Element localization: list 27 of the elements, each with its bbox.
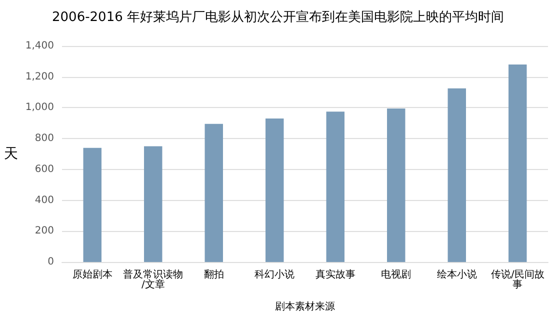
x-tick-label: 真实故事 xyxy=(315,268,356,280)
x-tick-label: 传说/民间故事 xyxy=(490,268,544,290)
x-tick-label: 翻拍 xyxy=(204,268,224,280)
bar xyxy=(508,64,527,262)
x-tick-label: 普及常识读物/文章 xyxy=(123,268,184,290)
bar xyxy=(448,88,466,262)
y-tick-label: 0 xyxy=(48,256,54,268)
y-tick-label: 400 xyxy=(34,194,54,206)
x-axis-title: 剧本素材来源 xyxy=(275,300,335,312)
y-tick-label: 1,200 xyxy=(25,71,54,82)
bar xyxy=(387,108,406,262)
bar xyxy=(266,118,284,262)
y-tick-label: 600 xyxy=(34,164,54,175)
x-tick-label: 绘本小说 xyxy=(436,268,477,280)
y-tick-label: 1,400 xyxy=(25,40,54,52)
y-tick-label: 1,000 xyxy=(25,102,54,114)
y-tick-label: 200 xyxy=(34,226,54,237)
x-tick-label: 电视剧 xyxy=(381,268,412,280)
y-tick-label: 800 xyxy=(34,133,54,144)
y-axis-title: 天 xyxy=(4,146,18,162)
bar xyxy=(83,148,102,262)
bar xyxy=(204,124,223,262)
bar xyxy=(144,146,162,262)
x-tick-label: 原始剧本 xyxy=(72,268,112,280)
x-tick-label: 科幻小说 xyxy=(254,268,295,280)
bar xyxy=(326,112,344,262)
chart-title: 2006-2016 年好莱坞片厂电影从初次公开宣布到在美国电影院上映的平均时间 xyxy=(52,9,504,25)
